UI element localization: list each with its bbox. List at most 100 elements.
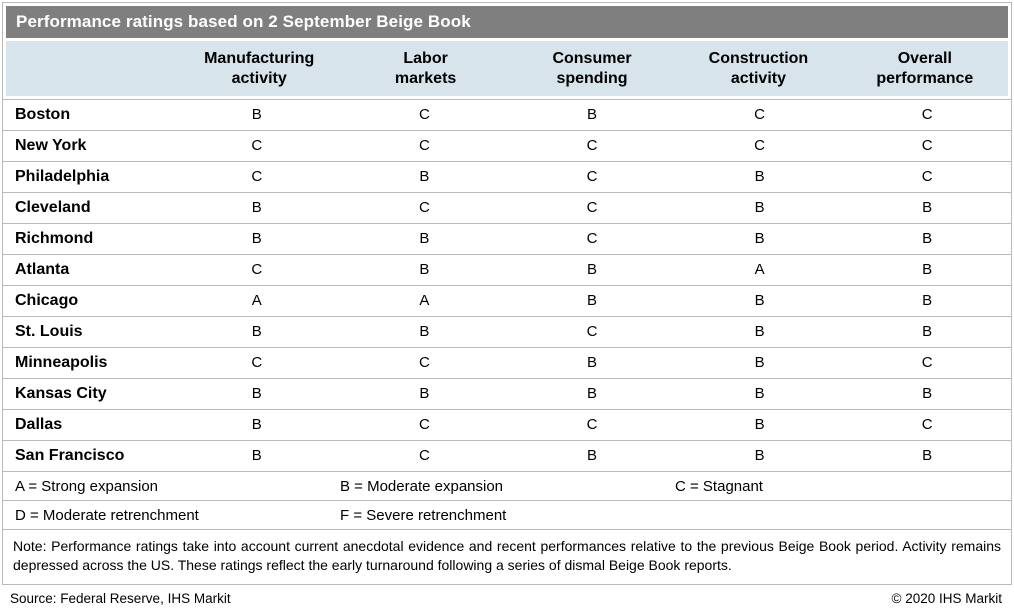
- rating-cell: C: [418, 446, 430, 464]
- copyright-text: © 2020 IHS Markit: [891, 590, 1003, 606]
- legend-row-1: A = Strong expansion B = Moderate expans…: [3, 471, 1011, 500]
- rating-cell: B: [922, 260, 933, 278]
- district-name: Kansas City: [15, 385, 107, 402]
- rating-cell: A: [419, 291, 430, 309]
- column-header-line: spending: [556, 69, 628, 87]
- column-header-line: activity: [730, 69, 786, 87]
- district-name: Atlanta: [15, 261, 70, 278]
- column-header-manufacturing-activity: Manufacturing activity: [176, 49, 342, 89]
- table-row: Dallas B C C B C: [3, 409, 1011, 440]
- rating-cell: C: [586, 415, 598, 433]
- table-row: Richmond B B C B B: [3, 223, 1011, 254]
- rating-cell: B: [586, 260, 597, 278]
- rating-cell: C: [586, 322, 598, 340]
- rating-cell: C: [251, 136, 263, 154]
- district-name: Cleveland: [15, 199, 91, 216]
- district-name: Boston: [15, 106, 71, 123]
- rating-cell: C: [921, 136, 933, 154]
- column-header-line: Manufacturing: [204, 49, 315, 67]
- rating-cell: B: [419, 229, 430, 247]
- rating-cell: B: [922, 446, 933, 464]
- table-row: Boston B C B C C: [3, 99, 1011, 130]
- rating-cell: B: [754, 167, 765, 185]
- rating-cell: C: [586, 136, 598, 154]
- table-row: Chicago A A B B B: [3, 285, 1011, 316]
- rating-cell: B: [251, 415, 262, 433]
- column-header-line: markets: [394, 69, 457, 87]
- rating-cell: C: [251, 167, 263, 185]
- rating-cell: B: [754, 384, 765, 402]
- table-title: Performance ratings based on 2 September…: [6, 6, 1008, 38]
- rating-cell: B: [251, 446, 262, 464]
- rating-cell: B: [586, 105, 597, 123]
- rating-cell: B: [419, 167, 430, 185]
- rating-cell: C: [251, 260, 263, 278]
- column-header-consumer-spending: Consumer spending: [509, 49, 675, 89]
- rating-cell: B: [754, 291, 765, 309]
- table-panel: Performance ratings based on 2 September…: [2, 2, 1012, 585]
- rating-cell: B: [754, 322, 765, 340]
- rating-cell: B: [586, 446, 597, 464]
- district-name: Richmond: [15, 230, 94, 247]
- figure-footer: Source: Federal Reserve, IHS Markit © 20…: [0, 585, 1014, 606]
- column-header-labor-markets: Labor markets: [342, 49, 508, 89]
- rating-cell: B: [922, 229, 933, 247]
- legend-row-2: D = Moderate retrenchment F = Severe ret…: [3, 500, 1011, 529]
- column-header-line: Overall: [897, 49, 952, 67]
- rating-cell: A: [754, 260, 765, 278]
- rating-cell: C: [586, 167, 598, 185]
- table-row: Kansas City B B B B B: [3, 378, 1011, 409]
- rating-cell: C: [418, 415, 430, 433]
- rating-cell: C: [586, 229, 598, 247]
- rating-cell: B: [251, 322, 262, 340]
- legend-item-c: C = Stagnant: [675, 477, 763, 495]
- table-row: Philadelphia C B C B C: [3, 161, 1011, 192]
- rating-cell: C: [921, 105, 933, 123]
- column-header-line: performance: [876, 69, 974, 87]
- district-name: Philadelphia: [15, 168, 110, 185]
- rating-cell: B: [922, 384, 933, 402]
- rating-cell: B: [586, 291, 597, 309]
- table-header: Manufacturing activity Labor markets Con…: [6, 41, 1008, 96]
- rating-cell: B: [586, 384, 597, 402]
- table-row: San Francisco B C B B B: [3, 440, 1011, 471]
- legend-item-b: B = Moderate expansion: [340, 477, 504, 495]
- legend-item-a: A = Strong expansion: [15, 477, 159, 495]
- rating-cell: B: [754, 229, 765, 247]
- rating-cell: A: [251, 291, 262, 309]
- rating-cell: B: [251, 384, 262, 402]
- rating-cell: B: [586, 353, 597, 371]
- column-header-construction-activity: Construction activity: [675, 49, 841, 89]
- rating-cell: B: [419, 322, 430, 340]
- rating-cell: C: [921, 167, 933, 185]
- column-header-line: Consumer: [552, 49, 632, 67]
- legend-item-f: F = Severe retrenchment: [340, 506, 507, 524]
- district-name: Chicago: [15, 292, 79, 309]
- column-header-line: activity: [231, 69, 287, 87]
- rating-cell: B: [922, 291, 933, 309]
- table-body: Boston B C B C C New York C C C C C Phil…: [3, 99, 1011, 471]
- column-header-line: Labor: [403, 49, 448, 67]
- table-row: Minneapolis C C B B C: [3, 347, 1011, 378]
- rating-cell: B: [922, 198, 933, 216]
- rating-cell: B: [251, 105, 262, 123]
- district-name: St. Louis: [15, 323, 83, 340]
- rating-cell: C: [754, 105, 765, 123]
- rating-cell: B: [754, 353, 765, 371]
- rating-cell: C: [586, 198, 598, 216]
- district-name: New York: [15, 137, 87, 154]
- source-text: Source: Federal Reserve, IHS Markit: [10, 590, 231, 606]
- rating-cell: B: [251, 229, 262, 247]
- district-name: Minneapolis: [15, 354, 108, 371]
- rating-cell: C: [921, 415, 933, 433]
- rating-cell: B: [754, 415, 765, 433]
- rating-cell: B: [754, 198, 765, 216]
- table-row: Atlanta C B B A B: [3, 254, 1011, 285]
- column-header-overall-performance: Overall performance: [842, 49, 1008, 89]
- rating-cell: C: [921, 353, 933, 371]
- rating-cell: B: [251, 198, 262, 216]
- rating-cell: C: [418, 353, 430, 371]
- rating-cell: C: [754, 136, 765, 154]
- rating-cell: B: [754, 446, 765, 464]
